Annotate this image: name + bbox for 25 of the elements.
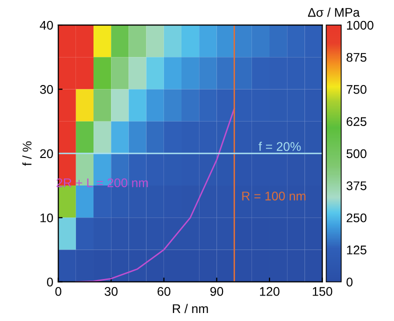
y-tick-label: 0 bbox=[46, 278, 53, 286]
y-axis-title: f / % bbox=[22, 141, 32, 166]
y-tick-label: 20 bbox=[40, 149, 53, 158]
color-bar-label: 250 bbox=[346, 213, 366, 222]
color-bar-label: 750 bbox=[346, 85, 366, 94]
color-bar-label: 0 bbox=[346, 278, 353, 286]
color-bar-label: 125 bbox=[347, 246, 366, 254]
x-tick-label: 60 bbox=[158, 287, 170, 296]
x-tick-label: 120 bbox=[260, 287, 280, 296]
x-tick-label: 0 bbox=[55, 287, 62, 296]
color-bar-label: 500 bbox=[346, 149, 366, 158]
ref-line-label: R = 100 nm bbox=[242, 192, 306, 200]
color-bar-title: Δσ / MPa bbox=[308, 8, 360, 17]
y-tick-label: 40 bbox=[40, 20, 53, 30]
color-bar-label: 375 bbox=[346, 181, 366, 190]
x-tick-label: 90 bbox=[210, 287, 224, 296]
ref-line-label: f = 20% bbox=[258, 142, 301, 151]
y-tick-label: 30 bbox=[40, 85, 53, 94]
y-tick-label: 10 bbox=[40, 213, 53, 222]
color-bar-label: 1000 bbox=[347, 20, 374, 30]
x-tick-label: 30 bbox=[104, 287, 118, 296]
color-bar-label: 625 bbox=[346, 117, 366, 126]
color-bar-label: 875 bbox=[346, 52, 366, 62]
x-axis-title: R / nm bbox=[172, 304, 208, 314]
x-tick-label: 150 bbox=[312, 287, 332, 296]
